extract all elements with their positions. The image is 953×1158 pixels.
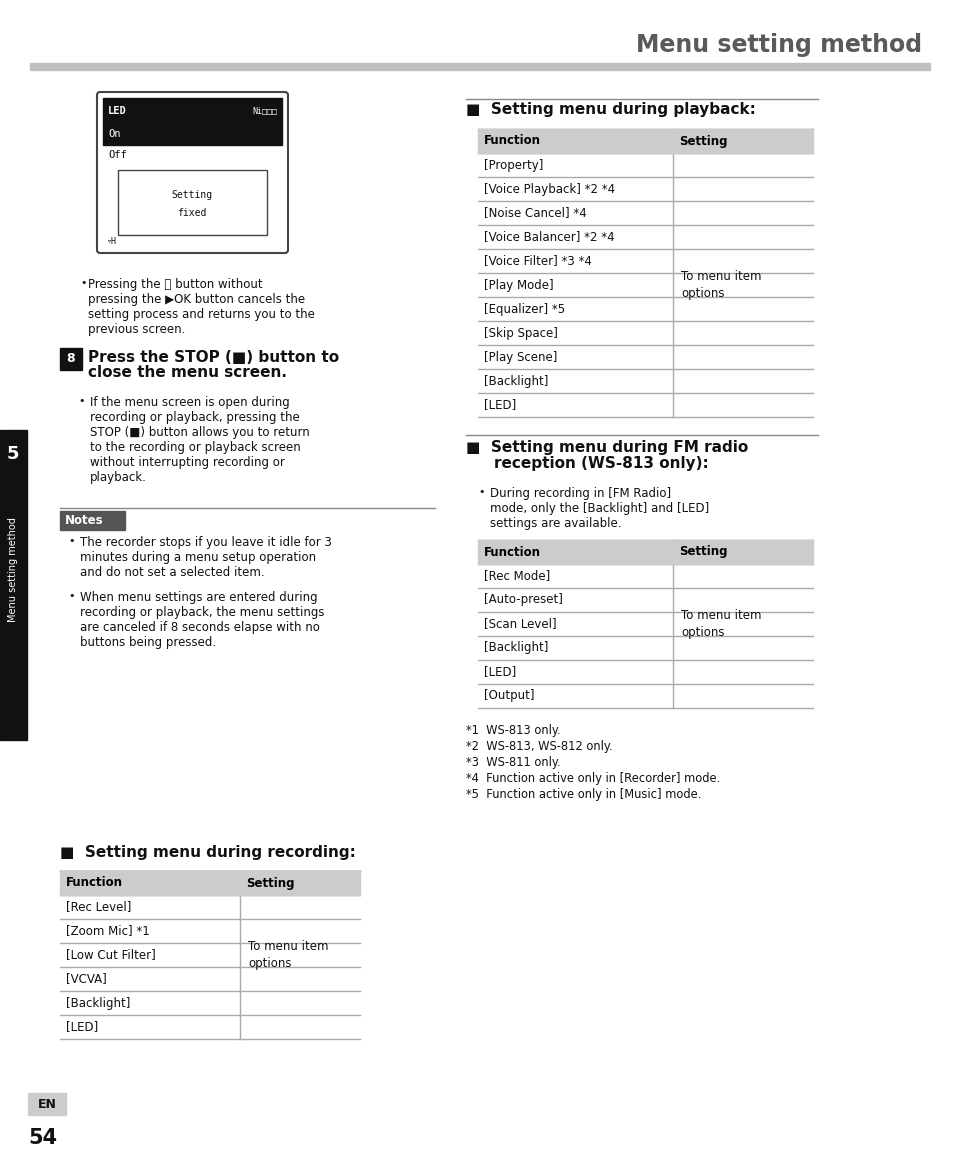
Text: [Backlight]: [Backlight] <box>66 997 131 1010</box>
Text: playback.: playback. <box>90 471 147 484</box>
Text: pressing the ▶OK button cancels the: pressing the ▶OK button cancels the <box>88 293 305 306</box>
Text: ■  Setting menu during playback:: ■ Setting menu during playback: <box>465 102 755 117</box>
Text: recording or playback, pressing the: recording or playback, pressing the <box>90 411 299 424</box>
Text: ■  Setting menu during recording:: ■ Setting menu during recording: <box>60 845 355 860</box>
Text: •: • <box>68 591 74 601</box>
Bar <box>30 63 929 69</box>
Text: •: • <box>78 396 85 406</box>
Text: To menu item
options: To menu item options <box>680 609 760 639</box>
Text: When menu settings are entered during: When menu settings are entered during <box>80 591 317 604</box>
Text: [Voice Playback] *2 *4: [Voice Playback] *2 *4 <box>483 183 615 196</box>
Text: *4  Function active only in [Recorder] mode.: *4 Function active only in [Recorder] mo… <box>465 772 720 785</box>
Bar <box>477 129 812 153</box>
Text: *2  WS-813, WS-812 only.: *2 WS-813, WS-812 only. <box>465 740 612 753</box>
Text: to the recording or playback screen: to the recording or playback screen <box>90 441 300 454</box>
Text: To menu item
options: To menu item options <box>680 270 760 300</box>
Text: Function: Function <box>66 877 123 889</box>
Text: reception (WS-813 only):: reception (WS-813 only): <box>494 456 708 471</box>
Text: During recording in [FM Radio]: During recording in [FM Radio] <box>490 488 670 500</box>
Text: EN: EN <box>37 1098 56 1111</box>
Text: STOP (■) button allows you to return: STOP (■) button allows you to return <box>90 426 310 439</box>
Text: [Voice Balancer] *2 *4: [Voice Balancer] *2 *4 <box>483 230 614 243</box>
Text: [Equalizer] *5: [Equalizer] *5 <box>483 302 564 315</box>
Text: ▿H: ▿H <box>106 236 116 245</box>
Text: [Play Mode]: [Play Mode] <box>483 279 553 292</box>
Text: 5: 5 <box>7 445 19 463</box>
Text: settings are available.: settings are available. <box>490 516 620 530</box>
Text: close the menu screen.: close the menu screen. <box>88 365 287 380</box>
Text: [Noise Cancel] *4: [Noise Cancel] *4 <box>483 206 586 220</box>
Text: [Backlight]: [Backlight] <box>483 374 548 388</box>
Text: Setting: Setting <box>679 134 727 147</box>
Text: minutes during a menu setup operation: minutes during a menu setup operation <box>80 551 315 564</box>
Text: *3  WS-811 only.: *3 WS-811 only. <box>465 756 560 769</box>
Bar <box>118 170 267 235</box>
Text: 54: 54 <box>28 1128 57 1148</box>
Bar <box>0 430 27 740</box>
Bar <box>60 349 82 371</box>
Text: [Scan Level]: [Scan Level] <box>483 617 556 630</box>
Text: 8: 8 <box>67 352 75 366</box>
Text: *5  Function active only in [Music] mode.: *5 Function active only in [Music] mode. <box>465 787 700 801</box>
Text: Menu setting method: Menu setting method <box>636 32 921 57</box>
Text: •: • <box>80 278 87 288</box>
Text: Ni□□□: Ni□□□ <box>252 107 276 116</box>
Text: LED: LED <box>108 107 127 116</box>
Text: [VCVA]: [VCVA] <box>66 973 107 985</box>
Bar <box>103 123 282 145</box>
Text: [Skip Space]: [Skip Space] <box>483 327 558 339</box>
Text: [LED]: [LED] <box>483 666 516 679</box>
Text: setting process and returns you to the: setting process and returns you to the <box>88 308 314 321</box>
Text: [Voice Filter] *3 *4: [Voice Filter] *3 *4 <box>483 255 591 267</box>
Text: Off: Off <box>108 151 127 160</box>
Text: Notes: Notes <box>65 514 104 528</box>
Bar <box>103 98 282 123</box>
Text: *1  WS-813 only.: *1 WS-813 only. <box>465 724 560 736</box>
Bar <box>60 871 359 895</box>
Text: On: On <box>108 129 120 139</box>
Text: [Low Cut Filter]: [Low Cut Filter] <box>66 948 155 961</box>
Text: [Play Scene]: [Play Scene] <box>483 351 557 364</box>
Text: Setting: Setting <box>172 190 213 200</box>
Text: and do not set a selected item.: and do not set a selected item. <box>80 566 264 579</box>
Text: [Property]: [Property] <box>483 159 543 171</box>
Text: [Auto-preset]: [Auto-preset] <box>483 594 562 607</box>
Text: If the menu screen is open during: If the menu screen is open during <box>90 396 290 409</box>
Text: are canceled if 8 seconds elapse with no: are canceled if 8 seconds elapse with no <box>80 621 319 633</box>
Text: Press the STOP (■) button to: Press the STOP (■) button to <box>88 350 338 365</box>
Text: The recorder stops if you leave it idle for 3: The recorder stops if you leave it idle … <box>80 536 332 549</box>
FancyBboxPatch shape <box>97 91 288 252</box>
Text: buttons being pressed.: buttons being pressed. <box>80 636 216 648</box>
Text: recording or playback, the menu settings: recording or playback, the menu settings <box>80 606 324 620</box>
Text: without interrupting recording or: without interrupting recording or <box>90 456 285 469</box>
Text: mode, only the [Backlight] and [LED]: mode, only the [Backlight] and [LED] <box>490 503 708 515</box>
Text: To menu item
options: To menu item options <box>248 940 328 970</box>
Text: [Rec Level]: [Rec Level] <box>66 901 132 914</box>
Text: [Backlight]: [Backlight] <box>483 642 548 654</box>
Text: Pressing the ⏮ button without: Pressing the ⏮ button without <box>88 278 262 291</box>
Text: Menu setting method: Menu setting method <box>8 518 18 623</box>
Text: fixed: fixed <box>177 208 207 218</box>
Text: ■  Setting menu during FM radio: ■ Setting menu during FM radio <box>465 440 747 455</box>
Bar <box>60 511 125 530</box>
Text: [Rec Mode]: [Rec Mode] <box>483 570 550 582</box>
Text: •: • <box>477 488 484 497</box>
Text: [Output]: [Output] <box>483 689 534 703</box>
Text: Setting: Setting <box>246 877 294 889</box>
Text: Setting: Setting <box>679 545 727 558</box>
Bar <box>28 1093 66 1115</box>
Text: Function: Function <box>483 134 540 147</box>
Text: [Zoom Mic] *1: [Zoom Mic] *1 <box>66 924 150 938</box>
Text: Function: Function <box>483 545 540 558</box>
Bar <box>477 540 812 564</box>
Text: previous screen.: previous screen. <box>88 323 185 336</box>
Text: [LED]: [LED] <box>66 1020 98 1033</box>
Text: •: • <box>68 536 74 547</box>
Text: [LED]: [LED] <box>483 398 516 411</box>
